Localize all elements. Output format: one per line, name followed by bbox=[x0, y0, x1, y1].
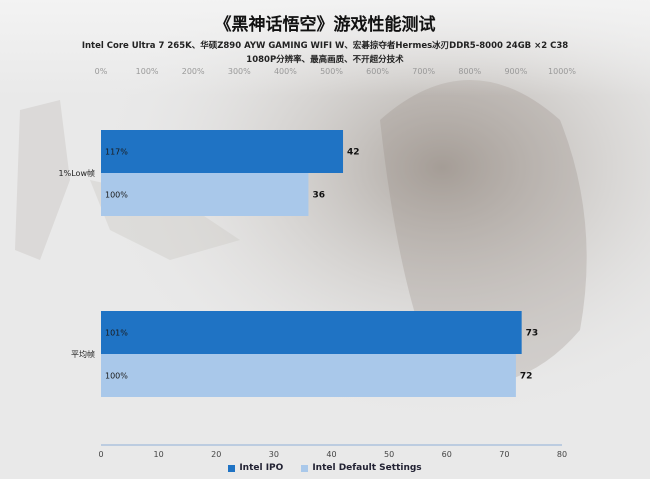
bar-ipo bbox=[101, 311, 522, 354]
bar-value-label: 72 bbox=[520, 372, 533, 382]
x-axis-tick-label: 40 bbox=[326, 450, 336, 459]
top-axis-tick-label: 900% bbox=[504, 67, 527, 76]
category-label: 平均帧 bbox=[71, 349, 95, 359]
x-axis-tick-label: 0 bbox=[98, 450, 103, 459]
legend-item-default: Intel Default Settings bbox=[301, 463, 422, 473]
bar-percent-label: 100% bbox=[105, 372, 128, 381]
legend-label-default: Intel Default Settings bbox=[312, 463, 422, 473]
bar-percent-label: 100% bbox=[105, 191, 128, 200]
category-label: 1%Low帧 bbox=[59, 168, 95, 178]
bar-value-label: 73 bbox=[526, 329, 539, 339]
legend-item-ipo: Intel IPO bbox=[228, 463, 283, 473]
chart-title: 《黑神话悟空》游戏性能测试 bbox=[214, 15, 436, 35]
top-axis-tick-label: 300% bbox=[228, 67, 251, 76]
chart-legend: Intel IPO Intel Default Settings bbox=[0, 463, 650, 473]
bar-default bbox=[101, 173, 309, 216]
top-axis-tick-label: 600% bbox=[366, 67, 389, 76]
x-axis-tick-label: 70 bbox=[499, 450, 509, 459]
bar-value-label: 36 bbox=[312, 191, 325, 201]
chart-subtitle-hardware: Intel Core Ultra 7 265K、华硕Z890 AYW GAMIN… bbox=[81, 41, 569, 51]
x-axis-tick-label: 50 bbox=[384, 450, 394, 459]
x-axis-tick-label: 20 bbox=[211, 450, 221, 459]
chart-subtitle-settings: 1080P分辨率、最高画质、不开超分技术 bbox=[246, 55, 404, 65]
top-axis-tick-label: 400% bbox=[274, 67, 297, 76]
top-axis-tick-label: 800% bbox=[458, 67, 481, 76]
top-axis-tick-label: 0% bbox=[95, 67, 108, 76]
x-axis-tick-label: 80 bbox=[557, 450, 567, 459]
legend-swatch-ipo bbox=[228, 464, 236, 472]
top-axis-tick-label: 500% bbox=[320, 67, 343, 76]
bar-percent-label: 117% bbox=[105, 148, 128, 157]
top-axis-tick-label: 1000% bbox=[548, 67, 576, 76]
top-axis-tick-label: 100% bbox=[136, 67, 159, 76]
top-axis-tick-label: 700% bbox=[412, 67, 435, 76]
bar-percent-label: 101% bbox=[105, 329, 128, 338]
x-axis-tick-label: 30 bbox=[269, 450, 279, 459]
x-axis-tick-label: 10 bbox=[154, 450, 164, 459]
bar-value-label: 42 bbox=[347, 148, 360, 158]
x-axis-tick-label: 60 bbox=[442, 450, 452, 459]
legend-swatch-default bbox=[301, 464, 309, 472]
bar-default bbox=[101, 354, 516, 397]
bar-ipo bbox=[101, 130, 344, 173]
legend-label-ipo: Intel IPO bbox=[239, 463, 284, 473]
top-axis-tick-label: 200% bbox=[182, 67, 205, 76]
